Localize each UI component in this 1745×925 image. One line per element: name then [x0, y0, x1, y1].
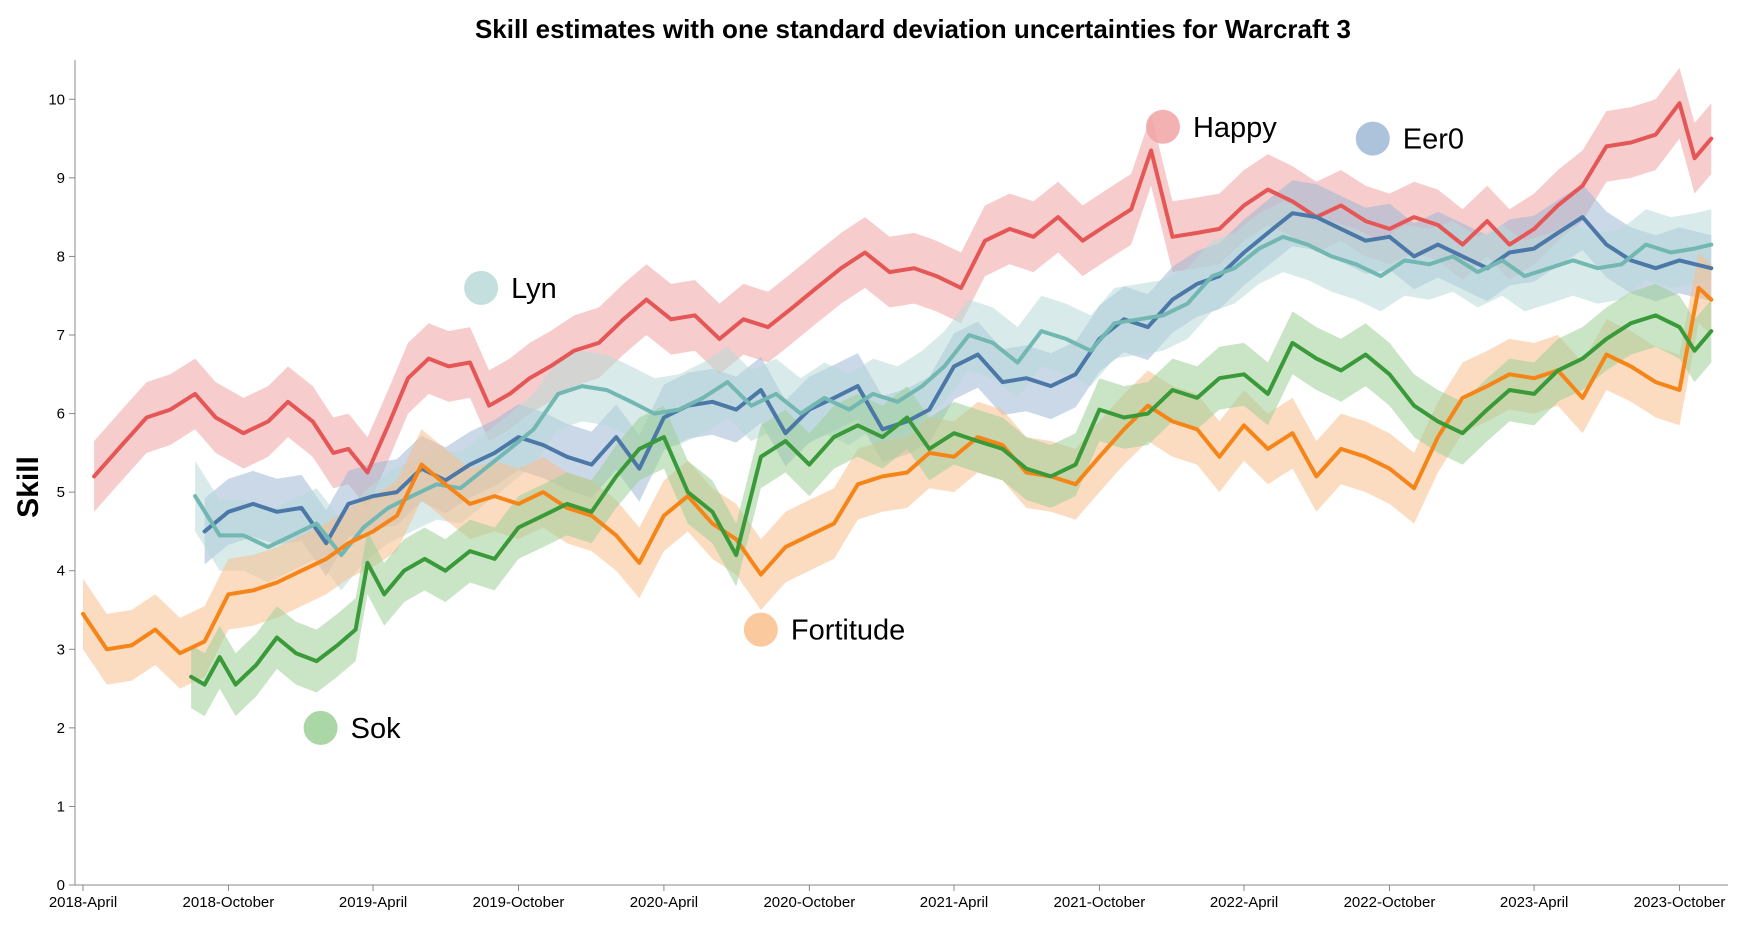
x-tick-label: 2022-April [1210, 894, 1278, 911]
x-tick-label: 2020-April [630, 894, 698, 911]
legend-label-lyn: Lyn [511, 273, 557, 305]
y-tick-label: 8 [57, 248, 65, 265]
legend-label-fortitude: Fortitude [791, 615, 905, 647]
x-ticks: 2018-April 2018-October 2019-April 2019-Oct… [49, 885, 1726, 911]
y-tick-label: 2 [57, 720, 65, 737]
line-sok [189, 313, 1714, 687]
x-tick-label: 2023-April [1500, 894, 1568, 911]
y-tick-label: 9 [57, 170, 65, 187]
chart-title: Skill estimates with one standard deviat… [475, 14, 1351, 44]
y-axis-label: Skill [12, 456, 45, 518]
x-tick-label: 2021-October [1054, 894, 1146, 911]
x-tick-label: 2022-October [1344, 894, 1436, 911]
legend-marker-fortitude [743, 612, 778, 647]
y-tick-label: 1 [57, 798, 65, 815]
axes [74, 60, 1728, 886]
y-tick-label: 5 [57, 484, 65, 501]
y-tick-label: 7 [57, 327, 65, 344]
x-tick-label: 2020-October [763, 894, 855, 911]
x-tick-label: 2018-April [49, 894, 117, 911]
x-tick-label: 2018-October [183, 894, 275, 911]
legend-label-happy: Happy [1193, 112, 1277, 144]
y-tick-label: 6 [57, 406, 65, 423]
band-sok [191, 283, 1712, 717]
legend-label-eer0: Eer0 [1403, 124, 1464, 156]
line-eer0 [202, 211, 1714, 546]
line-happy [92, 101, 1714, 479]
x-tick-label: 2019-October [473, 894, 565, 911]
legend-marker-happy [1145, 109, 1180, 144]
y-tick-label: 3 [57, 641, 65, 658]
legend: Happy Eer0 Lyn Fortitude Sok [303, 109, 1464, 745]
x-tick-label: 2021-April [920, 894, 988, 911]
y-tick-label: 4 [57, 563, 65, 580]
legend-label-sok: Sok [351, 713, 401, 745]
legend-marker-sok [303, 710, 338, 745]
y-tick-label: 0 [57, 877, 65, 894]
legend-marker-lyn [464, 270, 499, 305]
y-ticks: 0 1 2 3 4 5 6 7 8 9 10 [48, 91, 75, 894]
band-fortitude [83, 252, 1712, 689]
x-tick-label: 2019-April [339, 894, 407, 911]
line-fortitude [81, 285, 1714, 656]
y-tick-label: 10 [48, 91, 65, 108]
series-lines [81, 101, 1714, 687]
legend-marker-eer0 [1355, 121, 1390, 156]
x-tick-label: 2023-October [1634, 894, 1726, 911]
